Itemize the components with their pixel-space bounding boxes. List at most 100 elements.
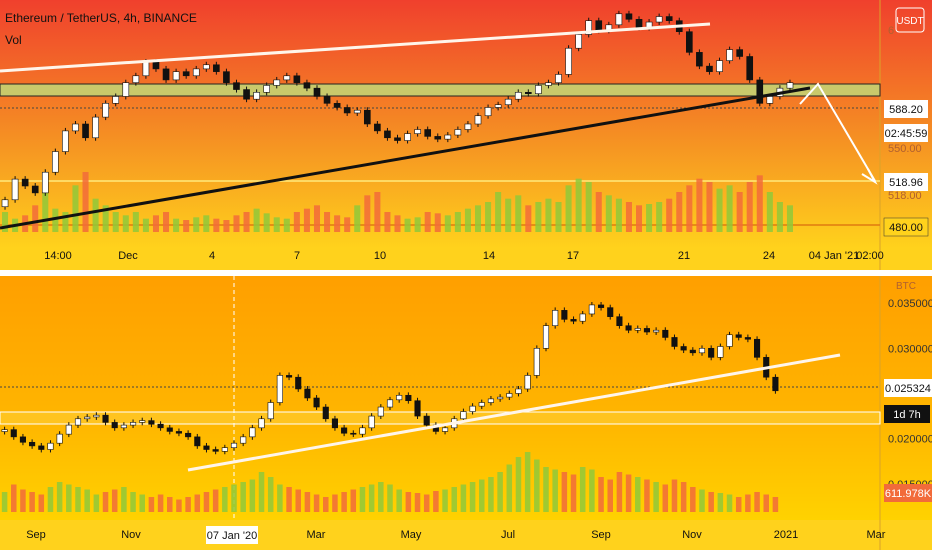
candle[interactable] <box>350 432 357 435</box>
candle[interactable] <box>343 107 351 114</box>
candle[interactable] <box>424 129 432 137</box>
candle[interactable] <box>625 13 633 20</box>
candle[interactable] <box>112 96 120 104</box>
candle[interactable] <box>434 136 442 140</box>
candle[interactable] <box>662 329 669 338</box>
candle[interactable] <box>423 415 430 426</box>
candle[interactable] <box>404 133 411 141</box>
candle[interactable] <box>497 396 504 400</box>
candle[interactable] <box>469 405 476 412</box>
eth-price-pane[interactable] <box>0 10 881 232</box>
candle[interactable] <box>524 375 531 390</box>
candle[interactable] <box>384 130 391 139</box>
candle[interactable] <box>555 74 562 83</box>
candle[interactable] <box>111 422 118 429</box>
candle[interactable] <box>653 329 660 333</box>
candle[interactable] <box>588 304 595 315</box>
candle[interactable] <box>756 79 764 104</box>
candle[interactable] <box>203 445 210 450</box>
candle[interactable] <box>665 16 673 21</box>
candle[interactable] <box>223 71 230 83</box>
candle[interactable] <box>102 414 109 423</box>
candle[interactable] <box>132 75 140 83</box>
candle[interactable] <box>478 402 485 407</box>
candle[interactable] <box>514 92 522 100</box>
candle[interactable] <box>172 71 180 81</box>
candle[interactable] <box>716 60 723 72</box>
currency-badge[interactable] <box>895 7 925 33</box>
candle[interactable] <box>454 129 462 136</box>
candle[interactable] <box>635 18 643 28</box>
candle[interactable] <box>263 85 270 93</box>
candle[interactable] <box>542 325 550 349</box>
candle[interactable] <box>460 411 467 420</box>
candle[interactable] <box>221 447 228 452</box>
candle[interactable] <box>735 334 742 338</box>
candle[interactable] <box>11 178 19 201</box>
candle[interactable] <box>341 427 348 434</box>
candle[interactable] <box>689 349 696 354</box>
candle[interactable] <box>414 129 421 134</box>
candle[interactable] <box>766 96 774 104</box>
candle[interactable] <box>122 82 130 97</box>
candle[interactable] <box>82 123 89 139</box>
candle[interactable] <box>62 130 69 152</box>
candle[interactable] <box>744 337 751 340</box>
candle[interactable] <box>175 431 182 434</box>
candle[interactable] <box>772 376 779 392</box>
candle[interactable] <box>754 338 761 358</box>
candle[interactable] <box>323 96 331 104</box>
candle[interactable] <box>616 316 623 327</box>
candle[interactable] <box>377 406 384 417</box>
candle[interactable] <box>286 375 293 378</box>
candle[interactable] <box>442 427 449 432</box>
candle[interactable] <box>293 75 301 83</box>
candle[interactable] <box>726 334 733 347</box>
candle[interactable] <box>130 422 137 426</box>
candle[interactable] <box>717 346 724 358</box>
candle[interactable] <box>552 310 559 327</box>
candle[interactable] <box>47 442 54 450</box>
candle[interactable] <box>726 49 733 61</box>
candle[interactable] <box>634 328 641 331</box>
candle[interactable] <box>706 65 713 72</box>
candle[interactable] <box>464 123 472 130</box>
candle[interactable] <box>368 415 375 429</box>
candle[interactable] <box>142 61 150 77</box>
candle[interactable] <box>192 68 200 77</box>
candle[interactable] <box>10 429 17 438</box>
candle[interactable] <box>414 400 421 417</box>
candle[interactable] <box>240 436 247 444</box>
candle[interactable] <box>313 87 321 97</box>
candle[interactable] <box>396 394 403 401</box>
candle[interactable] <box>386 399 394 408</box>
candle[interactable] <box>249 427 256 438</box>
candle[interactable] <box>405 394 412 402</box>
candle[interactable] <box>185 432 192 438</box>
candle[interactable] <box>570 319 577 322</box>
candle[interactable] <box>607 307 614 317</box>
candle[interactable] <box>166 427 173 432</box>
candle[interactable] <box>253 92 260 100</box>
candle[interactable] <box>243 89 250 100</box>
candle[interactable] <box>506 393 513 398</box>
candle[interactable] <box>1 429 8 432</box>
candle[interactable] <box>120 424 127 429</box>
candle[interactable] <box>233 82 240 90</box>
candle[interactable] <box>72 123 79 132</box>
candle[interactable] <box>258 418 265 429</box>
candle[interactable] <box>565 47 572 75</box>
candle[interactable] <box>182 71 190 77</box>
candle[interactable] <box>29 441 36 447</box>
candle[interactable] <box>585 20 593 35</box>
candle[interactable] <box>374 123 381 132</box>
ethbtc-price-pane[interactable] <box>0 276 881 520</box>
candle[interactable] <box>535 85 542 94</box>
candle[interactable] <box>283 75 291 81</box>
candle[interactable] <box>41 171 49 194</box>
candle[interactable] <box>363 109 371 125</box>
candle[interactable] <box>157 423 164 429</box>
candle[interactable] <box>273 79 281 86</box>
candle[interactable] <box>92 116 99 139</box>
candle[interactable] <box>38 445 45 450</box>
